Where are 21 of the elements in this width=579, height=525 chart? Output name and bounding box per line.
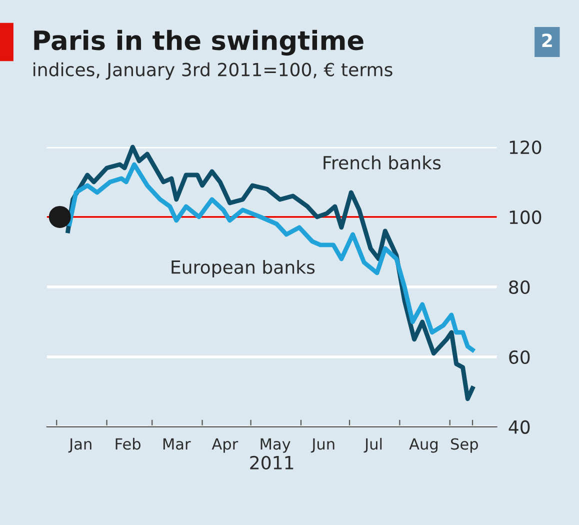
x-tick-label: Aug [409, 438, 438, 453]
x-tick-label: Sep [451, 438, 478, 453]
x-tick-label: Apr [212, 438, 238, 453]
series-label: European banks [172, 260, 315, 278]
x-axis-title: 2011 [250, 456, 294, 470]
x-tick-label: Jun [310, 438, 334, 453]
y-tick-label: 60 [509, 350, 530, 364]
y-tick-label: 100 [510, 210, 542, 224]
y-tick-label: 40 [508, 420, 530, 434]
x-tick-label: Jan [68, 438, 92, 453]
x-tick-label: May [260, 438, 290, 453]
series-label: French banks [324, 156, 441, 170]
text: 2 [542, 34, 552, 47]
x-tick-label: Feb [116, 438, 140, 450]
x-tick-label: Mar [163, 438, 191, 450]
line-series [66, 144, 475, 402]
x-tick-label: Jul [364, 438, 382, 453]
chart-title: Paris in the swingtime [34, 30, 364, 56]
chart-subtitle: indices, January 3rd 2011=100, € terms [34, 62, 392, 80]
y-tick-label: 80 [509, 280, 530, 294]
y-tick-label: 120 [510, 140, 542, 154]
